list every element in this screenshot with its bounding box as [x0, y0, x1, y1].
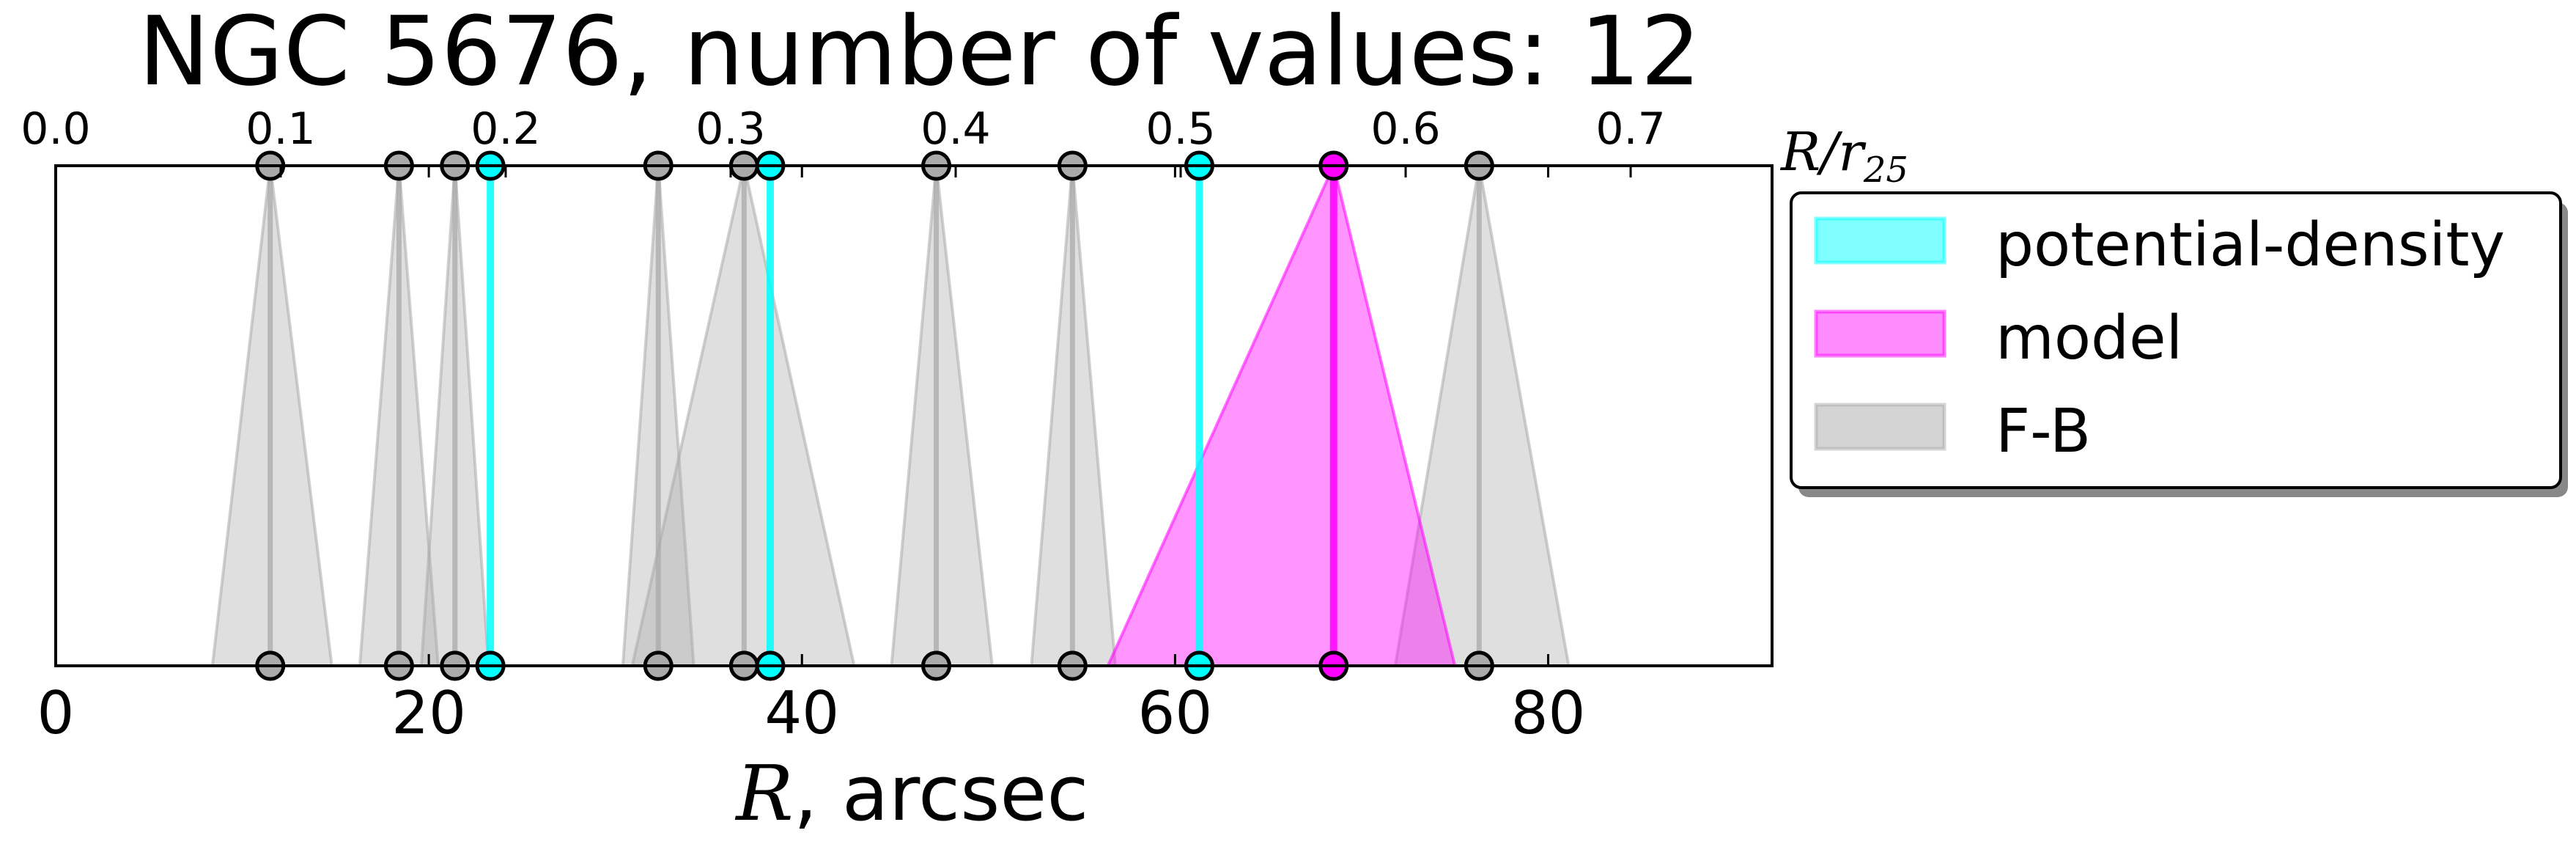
legend: potential-density model F-B	[1790, 191, 2568, 497]
f-b-interval-5	[890, 165, 994, 667]
x-tick-label-0: 0	[37, 679, 75, 747]
x-tick-label-3: 60	[1137, 679, 1212, 747]
top-tick-label-1: 0.1	[246, 103, 315, 155]
top-tick-label-4: 0.4	[920, 103, 990, 155]
top-axis-label-subscript: 25	[1863, 150, 1908, 191]
top-axis-label-text: R/r	[1779, 121, 1866, 183]
x-axis-label-symbol: R	[734, 749, 793, 838]
legend-swatch-f-b	[1814, 403, 1946, 451]
top-axis-label: R/r25	[1779, 121, 1908, 191]
top-tick-label-2: 0.2	[470, 103, 540, 155]
x-tick-label-2: 40	[764, 679, 839, 747]
legend-label-model: model	[1996, 304, 2182, 373]
chart-title: NGC 5676, number of values: 12	[139, 0, 1701, 107]
legend-swatch-model	[1814, 309, 1946, 358]
top-tick-label-3: 0.3	[695, 103, 765, 155]
top-tick-label-6: 0.6	[1370, 103, 1440, 155]
legend-label-potential-density: potential-density	[1996, 210, 2505, 280]
top-tick-label-0: 0.0	[21, 103, 90, 155]
legend-box	[1790, 191, 2562, 489]
plot-area	[210, 150, 1571, 681]
x-axis-label-text: , arcsec	[794, 749, 1089, 838]
model-interval-0	[1105, 161, 1457, 667]
legend-swatch-potential-density	[1814, 216, 1946, 265]
x-tick-label-4: 80	[1511, 679, 1586, 747]
top-tick-label-7: 0.7	[1595, 103, 1665, 155]
top-tick-label-5: 0.5	[1145, 103, 1215, 155]
plot-frame	[54, 164, 1774, 667]
axis-ticks: 0 20 40 60 80 0.0 0.1 0.2 0.3 0.4 0.5 0.6 0.7	[21, 103, 1665, 747]
x-axis-label: R, arcsec	[734, 749, 1088, 838]
legend-label-f-b: F-B	[1996, 397, 2091, 466]
x-tick-label-1: 20	[391, 679, 466, 747]
